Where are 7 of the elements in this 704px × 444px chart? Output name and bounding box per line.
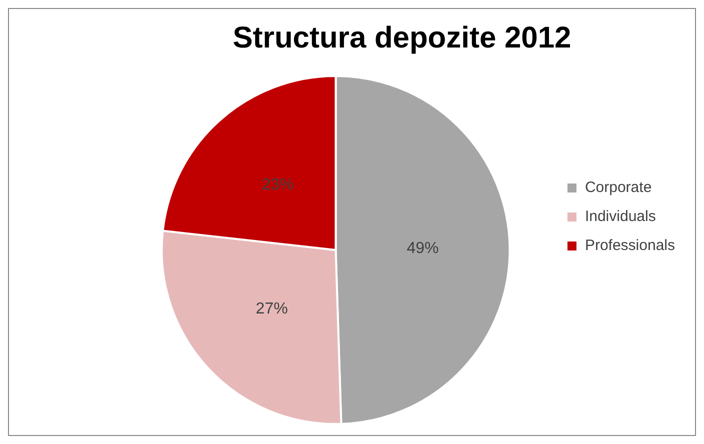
chart-title: Structura depozite 2012	[232, 21, 572, 54]
data-label: 23%	[262, 176, 294, 194]
data-label: 27%	[256, 300, 288, 318]
data-label: 49%	[406, 240, 439, 258]
legend-label: Individuals	[584, 208, 656, 226]
legend-label: Professionals	[584, 237, 676, 254]
legend-label: Corporate	[584, 179, 652, 196]
